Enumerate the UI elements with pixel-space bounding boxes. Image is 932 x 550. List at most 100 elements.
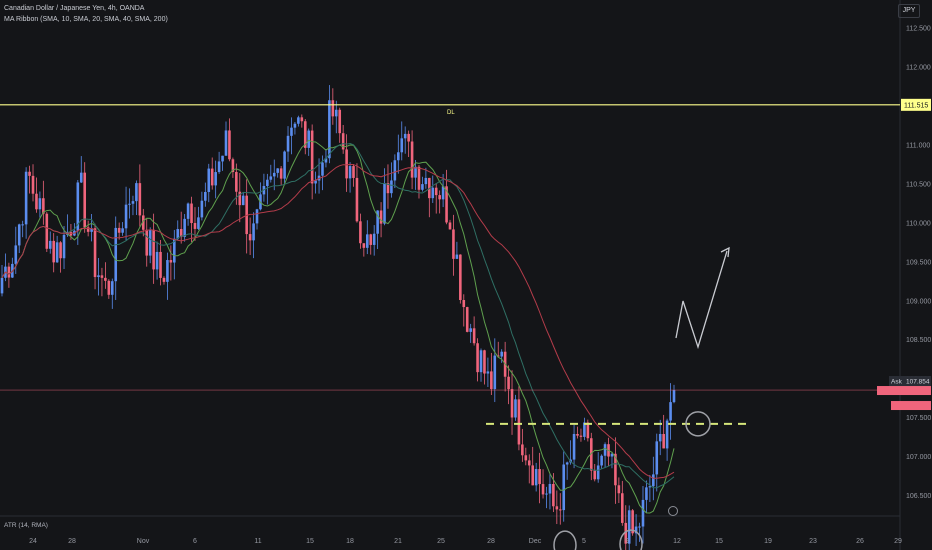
sma-40-line (1, 163, 675, 479)
candle-down (235, 171, 238, 192)
candle-up (269, 176, 273, 180)
highlight-circle[interactable] (619, 529, 643, 550)
candle-down (141, 215, 145, 230)
price-tick-label: 107.000 (906, 454, 931, 461)
candle-down (338, 109, 342, 134)
candle-up (403, 133, 407, 139)
candle-up (669, 402, 672, 421)
candle-up (572, 433, 576, 460)
candle-up (24, 171, 28, 225)
candle-down (107, 280, 111, 295)
candle-down (579, 435, 583, 437)
time-tick-label: 12 (673, 538, 681, 545)
candle-down (576, 433, 579, 436)
candle-up (390, 180, 393, 194)
projection-arrowhead (720, 246, 730, 258)
candle-down (527, 460, 531, 466)
highlight-circle[interactable] (685, 411, 711, 437)
candle-down (300, 117, 304, 122)
candle-up (217, 161, 221, 173)
candle-down (465, 307, 469, 332)
candle-down (69, 231, 73, 236)
candle-up (321, 162, 324, 176)
candle-up (397, 152, 400, 161)
candle-up (38, 198, 42, 210)
candle-up (348, 166, 352, 179)
indicator-label[interactable]: MA Ribbon (SMA, 10, SMA, 20, SMA, 40, SM… (4, 16, 168, 23)
candle-up (641, 499, 645, 527)
candle-down (86, 227, 90, 232)
candle-down (490, 371, 493, 390)
candle-up (14, 245, 18, 264)
candle-up (634, 526, 638, 534)
candle-down (279, 168, 283, 179)
candle-down (59, 242, 62, 259)
candle-up (204, 191, 207, 201)
candle-down (169, 260, 173, 263)
replay-icon[interactable] (668, 506, 678, 516)
candle-down (355, 177, 359, 222)
candle-up (665, 420, 669, 449)
candle-up (421, 184, 424, 190)
highlight-circle[interactable] (553, 530, 577, 550)
candle-down (417, 166, 421, 190)
atr-indicator-label[interactable]: ATR (14, RMA) (4, 522, 48, 529)
candle-up (110, 281, 114, 295)
candle-up (603, 444, 607, 456)
candle-up (596, 465, 600, 480)
candle-up (328, 100, 331, 159)
candle-down (210, 168, 214, 186)
candle-down (538, 469, 541, 485)
candle-up (469, 328, 472, 332)
candle-down (359, 221, 362, 244)
candle-up (131, 201, 135, 204)
candle-down (438, 195, 441, 200)
candle-up (148, 229, 152, 256)
candle-up (135, 183, 138, 202)
time-tick-label: 6 (193, 538, 197, 545)
candle-up (128, 203, 131, 205)
price-tick-label: 111.000 (906, 142, 930, 149)
candle-up (283, 151, 286, 179)
symbol-title[interactable]: Canadian Dollar / Japanese Yen, 4h, OAND… (4, 5, 145, 12)
candle-down (452, 229, 455, 259)
candle-up (124, 204, 128, 229)
candle-up (414, 166, 417, 178)
candle-down (524, 455, 528, 461)
candle-up (548, 483, 552, 494)
candle-down (190, 203, 193, 224)
candle-down (245, 195, 248, 235)
candle-down (552, 483, 555, 507)
time-axis[interactable]: 24 28 Nov 6 11 15 18 21 25 28 Dec 5 9 12 15 19 23 26 29 (29, 538, 902, 545)
levels (0, 104, 900, 425)
candle-up (500, 351, 503, 357)
candle-down (238, 191, 242, 206)
candle-up (293, 123, 297, 128)
candle-up (565, 462, 569, 465)
candle-down (248, 234, 252, 241)
candle-down (462, 300, 466, 308)
projection-path[interactable] (675, 250, 728, 350)
candle-up (224, 130, 228, 156)
candle-down (621, 493, 624, 523)
candle-up (276, 168, 279, 173)
candle-up (297, 117, 300, 124)
candle-down (303, 121, 307, 148)
ask-value: 107.854 (906, 379, 930, 386)
price-axis[interactable]: 112.500112.000111.500111.000110.500110.0… (877, 26, 931, 500)
time-tick-label: 24 (29, 538, 37, 545)
currency-badge[interactable]: JPY (898, 4, 920, 18)
candle-up (655, 441, 659, 475)
candle-up (62, 234, 66, 259)
grid (0, 0, 901, 550)
candle-up (97, 275, 100, 278)
candle-down (496, 355, 500, 357)
time-tick-label: 19 (764, 538, 772, 545)
candle-down (459, 254, 462, 301)
candle-up (48, 240, 52, 249)
candle-up (207, 168, 211, 192)
candle-up (365, 234, 369, 248)
time-tick-label: 5 (582, 538, 586, 545)
drawing-label: DL (447, 110, 455, 116)
